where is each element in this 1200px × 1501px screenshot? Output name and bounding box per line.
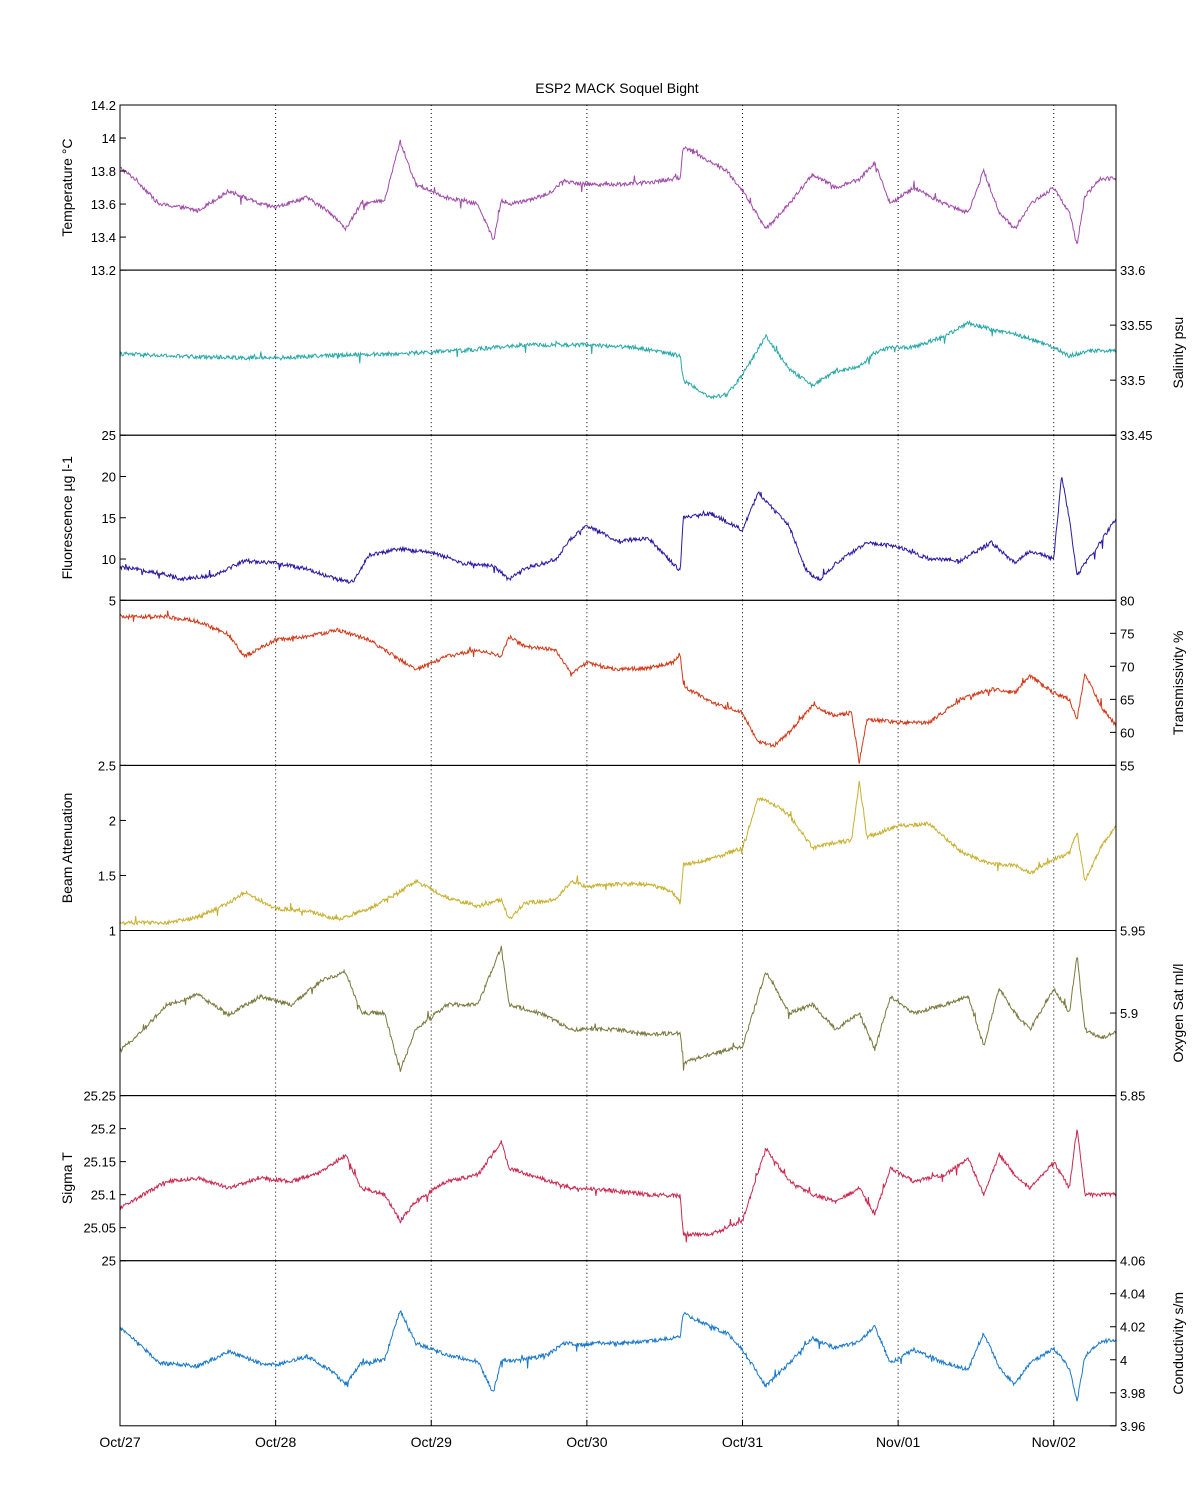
series-line-salinity bbox=[119, 319, 1117, 400]
series-line-conductivity bbox=[119, 1310, 1117, 1402]
y-tick-label: 5.9 bbox=[1120, 1006, 1138, 1021]
y-axis-label: Oxygen Sat ml/l bbox=[1170, 964, 1186, 1063]
panel-frame bbox=[119, 104, 1117, 271]
x-tick-label: Oct/29 bbox=[411, 1434, 452, 1450]
series-line-sigma-t bbox=[119, 1129, 1117, 1243]
y-tick-label: 20 bbox=[102, 469, 116, 484]
x-tick-label: Nov/01 bbox=[876, 1434, 921, 1450]
y-tick-label: 3.98 bbox=[1120, 1386, 1145, 1401]
x-tick-label: Nov/02 bbox=[1032, 1434, 1077, 1450]
panel-salinity: 33.45 33.5 33.55 33.6 Salinity psu bbox=[119, 263, 1186, 443]
y-tick-label: 33.55 bbox=[1120, 318, 1153, 333]
panel-oxygen-sat: 5.85 5.9 5.95 Oxygen Sat ml/l bbox=[119, 924, 1186, 1104]
y-axis-label: Transmissivity % bbox=[1170, 631, 1186, 736]
panel-beam-attenuation: 1 1.5 2 2.5 Beam Attenuation bbox=[59, 758, 1117, 939]
y-tick-label: 2.5 bbox=[98, 758, 116, 773]
y-axis-label: Salinity psu bbox=[1170, 317, 1186, 389]
y-tick-label: 14.2 bbox=[91, 98, 116, 113]
y-tick-label: 25.15 bbox=[83, 1155, 116, 1170]
x-tick-label: Oct/31 bbox=[722, 1434, 763, 1450]
panel-transmissivity: 55 60 65 70 75 80 Transmissivity % bbox=[119, 593, 1186, 773]
y-tick-label: 75 bbox=[1120, 626, 1134, 641]
y-tick-label: 4 bbox=[1120, 1353, 1127, 1368]
y-tick-label: 3.96 bbox=[1120, 1419, 1145, 1434]
panel-temperature: 13.2 13.4 13.6 13.8 14 14.2 Temperature °C bbox=[59, 98, 1117, 278]
y-tick-label: 25 bbox=[102, 428, 116, 443]
series-line-temperature bbox=[119, 139, 1117, 245]
y-tick-label: 13.8 bbox=[91, 164, 116, 179]
panel-frame bbox=[119, 434, 1117, 601]
y-tick-label: 10 bbox=[102, 552, 116, 567]
y-tick-label: 65 bbox=[1120, 692, 1134, 707]
y-axis-label: Beam Attenuation bbox=[59, 793, 75, 904]
y-tick-label: 13.2 bbox=[91, 263, 116, 278]
panel-frame bbox=[119, 269, 1117, 436]
y-tick-label: 4.02 bbox=[1120, 1320, 1145, 1335]
series-line-oxygen-sat bbox=[119, 945, 1117, 1072]
y-axis-label: Temperature °C bbox=[59, 138, 75, 236]
y-tick-label: 1.5 bbox=[98, 868, 116, 883]
y-tick-label: 15 bbox=[102, 511, 116, 526]
panel-frame bbox=[119, 1260, 1117, 1427]
y-tick-label: 60 bbox=[1120, 725, 1134, 740]
y-tick-label: 80 bbox=[1120, 593, 1134, 608]
chart-title: ESP2 MACK Soquel Bight bbox=[535, 80, 699, 96]
y-tick-label: 70 bbox=[1120, 659, 1134, 674]
y-axis-label: Sigma T bbox=[59, 1152, 75, 1204]
y-tick-label: 25 bbox=[102, 1254, 116, 1269]
y-tick-label: 25.25 bbox=[83, 1089, 116, 1104]
panel-sigma-t: 25 25.05 25.1 25.15 25.2 25.25 Sigma T bbox=[59, 1089, 1117, 1269]
series-line-transmissivity bbox=[119, 610, 1117, 764]
y-tick-label: 4.06 bbox=[1120, 1254, 1145, 1269]
y-tick-label: 4.04 bbox=[1120, 1287, 1145, 1302]
y-tick-label: 5.85 bbox=[1120, 1089, 1145, 1104]
y-tick-label: 33.6 bbox=[1120, 263, 1145, 278]
panel-frame bbox=[119, 599, 1117, 766]
y-tick-label: 5.95 bbox=[1120, 924, 1145, 939]
y-axis-label: Conductivity s/m bbox=[1170, 1292, 1186, 1395]
y-tick-label: 2 bbox=[109, 813, 116, 828]
y-tick-label: 55 bbox=[1120, 758, 1134, 773]
y-tick-label: 25.05 bbox=[83, 1221, 116, 1236]
y-tick-label: 5 bbox=[109, 593, 116, 608]
x-axis: Oct/27 Oct/28 Oct/29 Oct/30 Oct/31 Nov/01 Nov/… bbox=[99, 1419, 1077, 1450]
y-tick-label: 14 bbox=[102, 131, 116, 146]
y-tick-label: 13.4 bbox=[91, 230, 116, 245]
x-tick-label: Oct/27 bbox=[99, 1434, 140, 1450]
x-tick-label: Oct/30 bbox=[566, 1434, 607, 1450]
panel-frame bbox=[119, 930, 1117, 1097]
series-line-beam-attenuation bbox=[119, 780, 1117, 926]
x-tick-label: Oct/28 bbox=[255, 1434, 296, 1450]
y-tick-label: 25.2 bbox=[91, 1122, 116, 1137]
y-tick-label: 13.6 bbox=[91, 197, 116, 212]
y-axis-label: Fluorescence µg l-1 bbox=[59, 456, 75, 579]
y-tick-label: 25.1 bbox=[91, 1188, 116, 1203]
y-tick-label: 33.5 bbox=[1120, 373, 1145, 388]
panel-fluorescence: 5 10 15 20 25 Fluorescence µg l-1 bbox=[59, 428, 1117, 608]
y-tick-label: 33.45 bbox=[1120, 428, 1153, 443]
series-line-fluorescence bbox=[119, 477, 1117, 585]
y-tick-label: 1 bbox=[109, 924, 116, 939]
panel-frame bbox=[119, 1095, 1117, 1262]
panel-conductivity: 3.96 3.98 4 4.02 4.04 4.06 Conductivity s/m bbox=[119, 1254, 1186, 1434]
